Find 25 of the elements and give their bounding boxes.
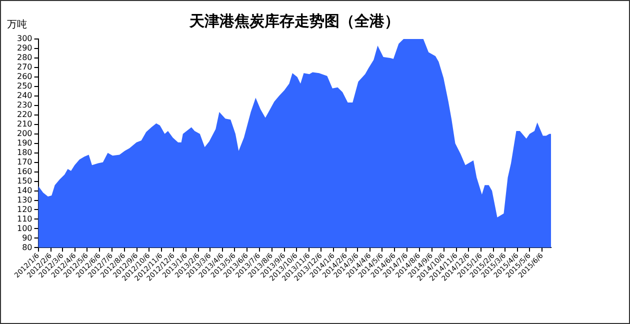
y-tick-label: 180 bbox=[16, 148, 32, 157]
y-tick-label: 240 bbox=[16, 90, 32, 100]
y-tick-label: 270 bbox=[16, 62, 32, 72]
y-tick-label: 260 bbox=[16, 72, 32, 82]
y-tick-label: 300 bbox=[16, 34, 32, 44]
chart-title: 天津港焦炭库存走势图（全港） bbox=[188, 12, 400, 30]
y-tick-label: 140 bbox=[16, 186, 32, 195]
y-tick-label: 160 bbox=[16, 166, 32, 176]
y-tick-label: 90 bbox=[22, 233, 32, 242]
y-tick-label: 280 bbox=[16, 53, 32, 62]
y-tick-label: 170 bbox=[16, 157, 32, 166]
y-tick-label: 100 bbox=[16, 224, 32, 233]
y-tick-label: 130 bbox=[16, 195, 32, 204]
y-tick-label: 200 bbox=[16, 128, 32, 138]
y-tick-label: 80 bbox=[22, 242, 32, 252]
y-tick-label: 120 bbox=[16, 204, 32, 214]
y-tick-label: 250 bbox=[16, 82, 32, 91]
y-tick-label: 210 bbox=[16, 119, 32, 128]
y-tick-label: 220 bbox=[16, 110, 32, 119]
y-tick-label: 110 bbox=[16, 214, 32, 224]
y-tick-label: 230 bbox=[16, 100, 32, 110]
y-tick-label: 190 bbox=[16, 138, 32, 148]
y-tick-label: 290 bbox=[16, 44, 32, 53]
y-tick-label: 150 bbox=[16, 176, 32, 186]
y-axis-title: 万吨 bbox=[7, 18, 27, 31]
